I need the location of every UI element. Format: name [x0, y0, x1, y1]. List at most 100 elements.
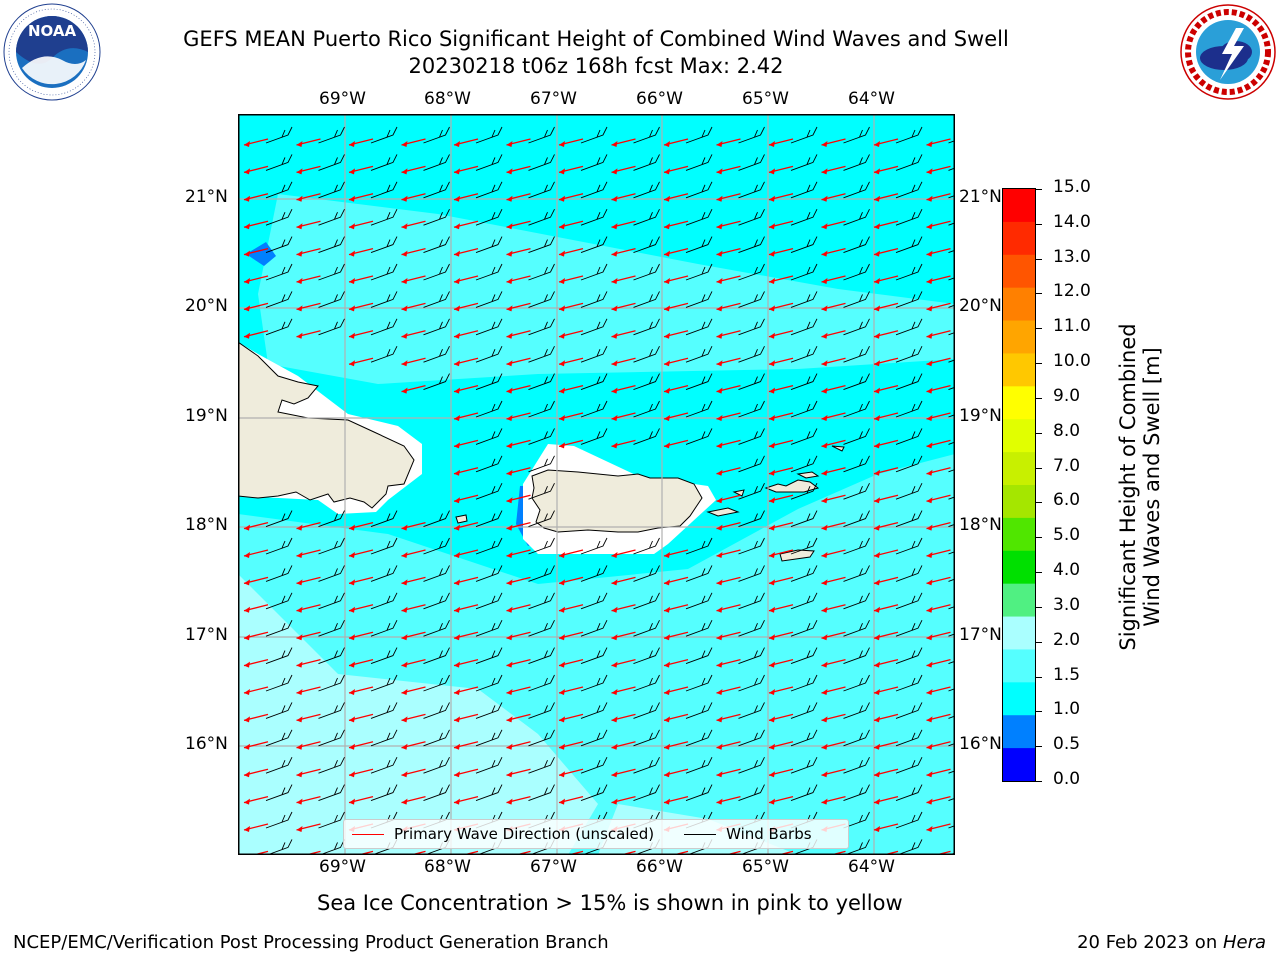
wind-barb	[370, 318, 398, 336]
wave-arrow-head	[926, 771, 933, 778]
wave-arrow-head	[559, 689, 565, 695]
wave-arrow-head	[401, 360, 408, 367]
wave-arrow-head	[454, 634, 460, 641]
wind-barb	[265, 318, 293, 336]
wave-arrow-head	[559, 798, 565, 805]
footer-date-text: 20 Feb 2023 on	[1077, 932, 1223, 953]
colorbar-tick-label: 6.0	[1053, 490, 1081, 511]
wind-barb	[843, 674, 870, 692]
wave-arrow-head	[874, 634, 880, 641]
wave-arrow-head	[716, 387, 723, 394]
colorbar-segment	[1003, 649, 1035, 683]
wind-barb	[633, 291, 660, 308]
wave-arrow-head	[716, 250, 723, 257]
wave-arrow-head	[611, 716, 618, 723]
map-gridlines	[238, 114, 955, 855]
wave-arrow-head	[716, 524, 723, 531]
colorbar-tick-label: 9.0	[1053, 385, 1081, 406]
wind-barb	[370, 154, 398, 171]
wind-barb	[475, 400, 503, 418]
wave-arrow-head	[716, 771, 723, 778]
wave-arrow-head	[769, 195, 775, 202]
wind-barb	[423, 756, 450, 774]
wave-arrow-head	[874, 360, 880, 367]
wave-arrow-head	[244, 141, 250, 147]
wind-barb	[318, 784, 345, 802]
colorbar-tick-label: 12.0	[1053, 281, 1091, 302]
wind-barb	[790, 619, 818, 637]
wave-arrow-head	[926, 195, 933, 202]
wind-barb	[843, 318, 870, 336]
wind-barb	[790, 126, 818, 144]
wave-arrow-head	[244, 634, 250, 641]
wind-barb	[423, 565, 450, 582]
wave-arrow-head	[716, 798, 723, 805]
wave-arrow-head	[769, 716, 775, 723]
wave-arrow-head	[926, 250, 933, 257]
wind-barb	[528, 318, 555, 336]
wave-arrow-head	[244, 798, 250, 805]
footer-host: Hera	[1222, 932, 1266, 953]
wave-arrow-head	[559, 278, 565, 284]
wind-barb	[318, 154, 345, 171]
wind-barb	[318, 236, 345, 254]
wave-arrow-head	[874, 826, 880, 832]
svg-text:NOAA: NOAA	[28, 22, 77, 40]
wave-arrow-head	[874, 195, 880, 202]
wave-arrow-head	[559, 716, 565, 723]
wave-arrow-head	[611, 168, 618, 175]
wind-barb	[423, 263, 450, 281]
wave-arrow-head	[349, 195, 355, 202]
colorbar-tick-label: 2.0	[1053, 629, 1081, 650]
wave-arrow-head	[769, 141, 775, 147]
wind-barb	[685, 345, 713, 363]
wind-barb	[475, 565, 503, 582]
wind-barb	[580, 181, 608, 199]
wind-barb	[580, 236, 608, 254]
wind-barb	[633, 181, 660, 199]
wind-barb	[370, 784, 398, 802]
wave-arrow-head	[559, 552, 565, 558]
wave-arrow-head	[454, 168, 460, 175]
wave-arrow-head	[349, 223, 355, 230]
wind-barb	[685, 291, 713, 308]
wind-barb	[685, 647, 713, 665]
wave-arrow-head	[454, 524, 460, 531]
wave-arrow-head	[349, 689, 355, 695]
wave-arrow-head	[559, 661, 565, 668]
wave-arrow-head	[244, 552, 250, 558]
wind-barb	[790, 428, 818, 445]
wave-arrow-head	[296, 250, 303, 257]
wind-barb	[843, 784, 870, 802]
wind-barb	[265, 208, 293, 226]
colorbar-segment	[1003, 583, 1035, 618]
wind-barb	[423, 702, 450, 719]
wave-arrow-head	[349, 771, 355, 778]
wave-arrow-head	[506, 141, 513, 147]
wave-arrow-head	[454, 552, 460, 558]
wind-barb	[790, 318, 818, 336]
wave-arrow-head	[769, 442, 775, 449]
wave-arrow-head	[349, 524, 355, 531]
wave-arrow-head	[769, 305, 775, 312]
wind-barb	[843, 126, 870, 144]
wind-barb	[475, 756, 503, 774]
lon-tick-bottom: 66°W	[636, 857, 683, 877]
wind-barb	[580, 565, 608, 582]
wind-barb	[370, 702, 398, 719]
wave-arrow-head	[506, 771, 513, 778]
wind-barb	[685, 400, 713, 418]
wind-barb	[423, 619, 450, 637]
lat-tick-right: 20°N	[959, 296, 1002, 316]
wind-barb	[370, 263, 398, 281]
wind-barb	[843, 181, 870, 199]
wind-barb	[790, 208, 818, 226]
wind-barb	[423, 318, 450, 336]
wind-barb	[318, 510, 345, 528]
colorbar-title-line1: Significant Height of Combined	[1116, 323, 1140, 651]
chart-title-line2: 20230218 t06z 168h fcst Max: 2.42	[408, 54, 784, 78]
colorbar-tick-label: 0.0	[1053, 769, 1081, 789]
colorbar-tick-label: 11.0	[1053, 316, 1091, 337]
wind-barb	[370, 647, 398, 665]
wave-arrow-head	[244, 250, 250, 257]
